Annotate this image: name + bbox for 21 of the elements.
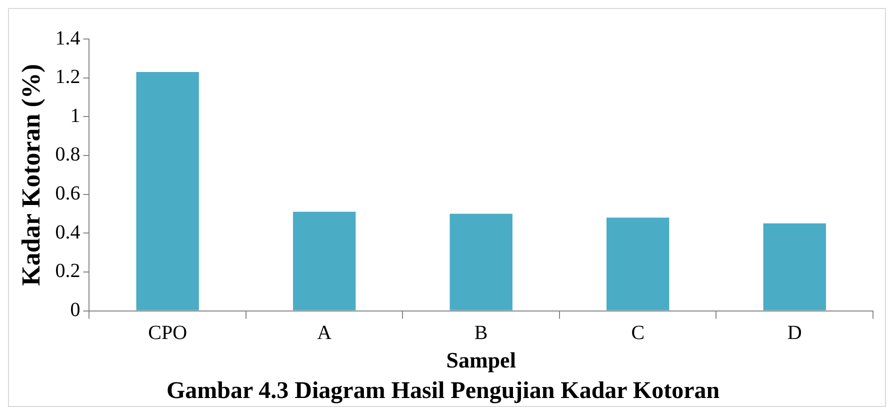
- bar: [606, 218, 670, 310]
- x-tick-label: B: [474, 322, 488, 344]
- y-tick-label: 0.6: [55, 182, 80, 205]
- y-tick-label: 0.2: [55, 260, 80, 282]
- y-tick-label: 1.4: [55, 27, 80, 50]
- y-tick-label: 0.8: [55, 144, 80, 166]
- y-tick-label: 0.4: [55, 221, 80, 244]
- x-tick-label: D: [787, 322, 802, 344]
- x-tick-label: CPO: [148, 322, 188, 344]
- y-tick-label: 1: [70, 104, 80, 127]
- x-tick-label: C: [631, 322, 645, 344]
- text: Gambar 4.3 Diagram Hasil Pengujian Kadar Kotoran: [166, 378, 720, 404]
- bar: [136, 72, 199, 310]
- y-tick-label: 1.2: [55, 66, 80, 88]
- x-axis-title: Sampel: [446, 348, 516, 373]
- bar: [292, 212, 356, 310]
- x-tick-label: A: [317, 322, 332, 344]
- y-tick-label: 0: [70, 299, 80, 322]
- y-axis-title: Kadar Kotoran (%): [16, 64, 46, 286]
- bar: [763, 223, 826, 310]
- bar: [450, 214, 512, 310]
